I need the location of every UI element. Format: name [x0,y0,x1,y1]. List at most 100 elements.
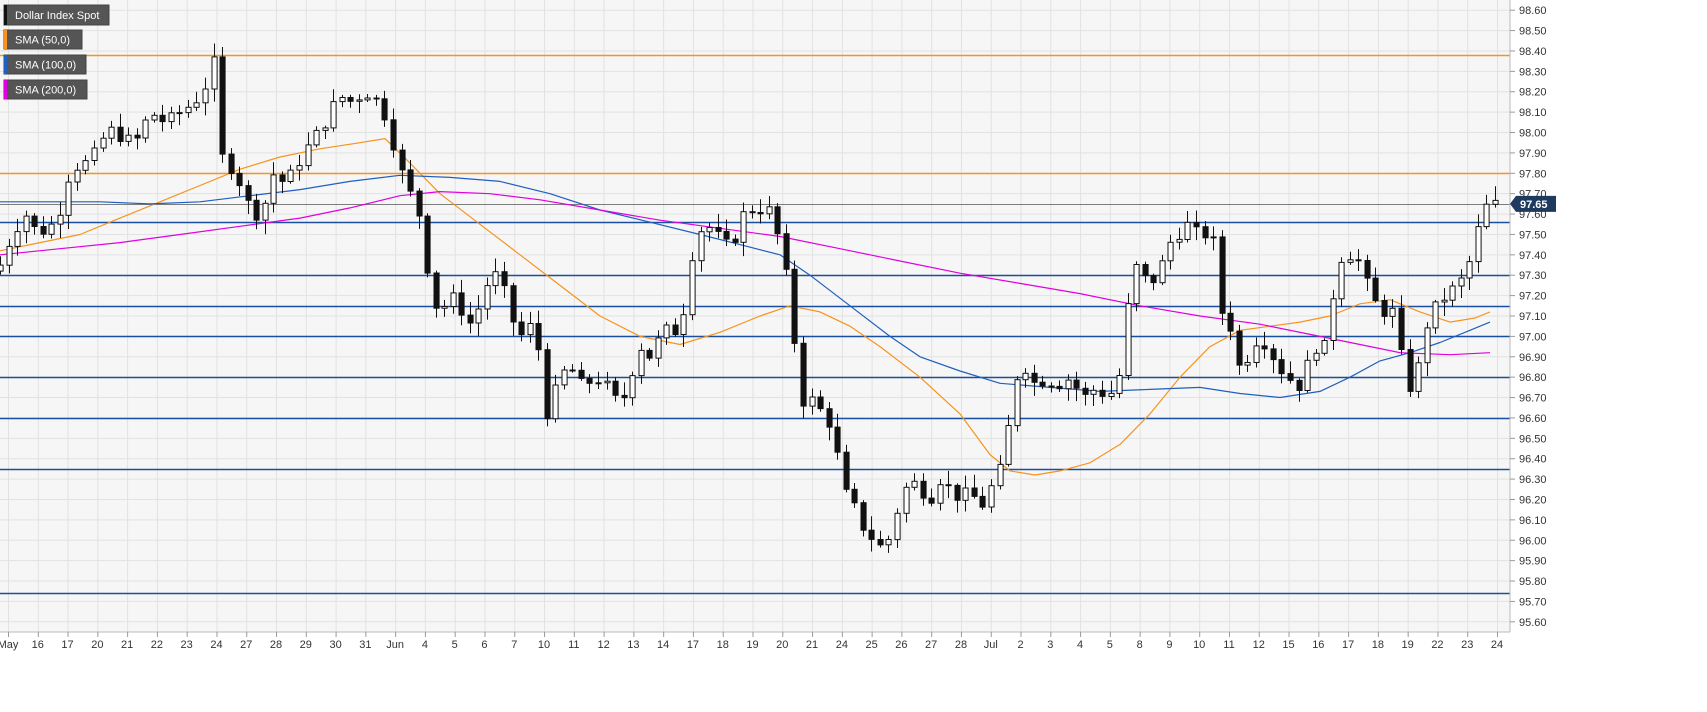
candle-up [997,463,1004,487]
candle-up [1415,362,1422,392]
candle-up [484,285,491,310]
x-tick-label: Jul [984,639,998,651]
y-tick-label: 96.40 [1519,454,1547,466]
x-tick-label: 11 [568,639,579,651]
y-tick-label: 96.60 [1519,413,1547,425]
candle-up [100,137,107,149]
sma-200-line [0,191,1491,356]
candle-up [211,56,218,90]
candle-down [117,126,124,142]
x-tick-label: 22 [151,639,163,651]
candle-up [638,349,645,377]
candle-up [125,134,132,142]
candle-up [894,512,901,541]
x-tick-label: 2 [1017,639,1023,651]
y-tick-label: 97.20 [1519,291,1547,303]
candle-down [1142,264,1149,277]
candle-up [680,314,687,336]
candle-down [1270,348,1277,361]
x-tick-label: 27 [925,639,937,651]
x-tick-label: 21 [806,639,818,651]
candle-down [399,149,406,171]
candle-down [40,226,47,235]
legend-label: SMA (100,0) [15,60,76,72]
candle-down [279,174,286,182]
candle-up [305,144,312,167]
x-tick-label: 4 [422,639,428,651]
y-tick-label: 95.70 [1519,596,1547,608]
candle-up [262,202,269,221]
candle-down [236,172,243,187]
candle-up [885,539,892,546]
candle-up [330,101,337,129]
sma-50-line [0,138,1491,476]
candle-up [1432,301,1439,329]
candle-down [749,211,756,214]
legend-label: Dollar Index Spot [15,10,99,22]
candle-up [74,169,81,183]
candle-down [1082,387,1089,395]
y-tick-label: 96.70 [1519,393,1547,405]
candle-up [689,260,696,316]
candle-up [1133,264,1140,305]
candle-up [903,486,910,514]
candle-down [1398,307,1405,350]
candle-down [1150,275,1157,284]
x-tick-label: 17 [687,639,699,651]
candle-up [193,102,200,108]
candle-up [14,231,21,247]
legend-item: SMA (100,0) [3,54,87,75]
candle-down [510,285,517,323]
candle-down [1372,277,1379,302]
x-tick-label: 18 [1372,639,1384,651]
x-tick-label: 9 [1166,639,1172,651]
y-tick-label: 98.40 [1519,46,1547,58]
x-tick-label: 12 [597,639,609,651]
candle-up [1108,392,1115,397]
legend-label: SMA (50,0) [15,35,70,47]
candle-up [1125,303,1132,377]
candle-up [23,215,30,233]
candle-down [347,97,354,102]
candle-down [612,380,619,396]
sma-100-line [0,174,1491,399]
candle-up [595,382,602,385]
candle-down [578,369,585,379]
x-tick-label: 5 [452,639,458,651]
legend-swatch [4,55,7,74]
candle-up [1090,389,1097,395]
legend-swatch [4,5,7,25]
candle-up [1347,259,1354,263]
candle-down [569,369,576,372]
candle-down [433,272,440,309]
x-tick-label: 24 [210,639,222,651]
candle-up [1466,261,1473,279]
candle-down [800,342,807,407]
y-tick-label: 97.40 [1519,250,1547,262]
y-tick-label: 95.60 [1519,617,1547,629]
candle-up [561,369,568,386]
candle-up [176,112,183,115]
candle-up [1389,307,1396,317]
candle-up [1244,362,1251,366]
candle-down [1193,221,1200,228]
candle-down [860,502,867,531]
candle-down [586,378,593,384]
candle-down [1202,226,1209,239]
candle-down [851,488,858,504]
candle-down [1048,385,1055,388]
x-tick-label: 13 [627,639,639,651]
y-axis: 95.60 95.70 95.80 95.90 96.00 96.10 96.20 96.30… [1510,5,1547,629]
candle-down [791,268,798,344]
candle-up [706,227,713,233]
y-tick-label: 98.30 [1519,66,1547,78]
candle-down [159,114,166,123]
candle-down [1099,389,1106,397]
candle-up [142,119,149,139]
candle-down [31,215,38,228]
candles [0,43,1499,553]
x-tick-label: 17 [61,639,73,651]
candle-up [313,129,320,146]
x-tick-label: 5 [1107,639,1113,651]
